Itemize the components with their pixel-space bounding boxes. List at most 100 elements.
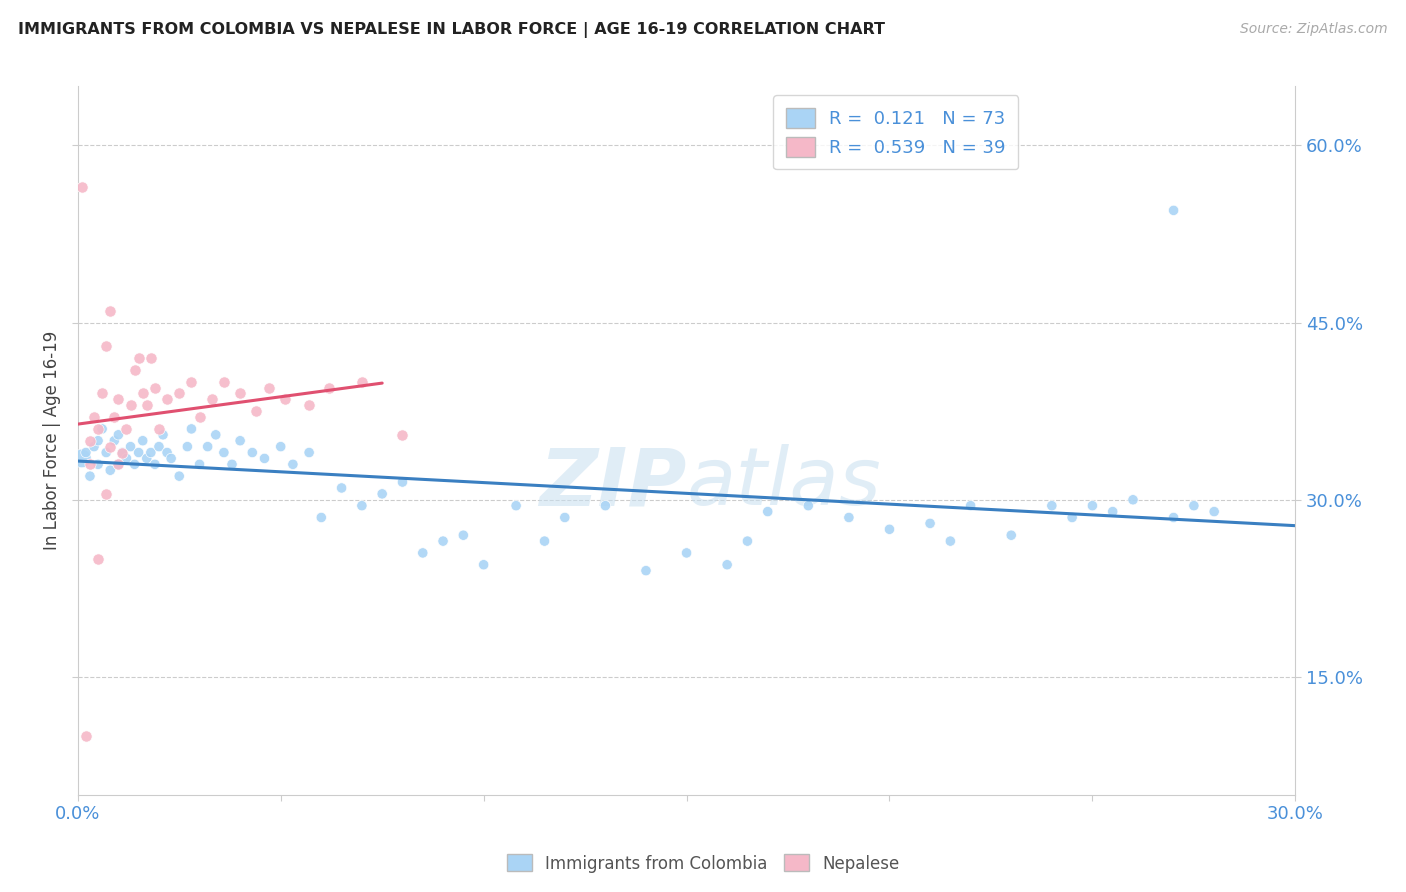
- Point: [1101, 505, 1123, 519]
- Point: [1204, 505, 1226, 519]
- Point: [716, 558, 738, 572]
- Point: [939, 534, 962, 549]
- Point: [240, 445, 263, 459]
- Legend: R =  0.121   N = 73, R =  0.539   N = 39: R = 0.121 N = 73, R = 0.539 N = 39: [773, 95, 1018, 169]
- Point: [245, 404, 267, 418]
- Point: [107, 458, 129, 472]
- Point: [1122, 492, 1144, 507]
- Point: [212, 375, 235, 389]
- Point: [253, 451, 276, 466]
- Point: [675, 546, 697, 560]
- Point: [143, 458, 166, 472]
- Point: [167, 469, 190, 483]
- Point: [115, 451, 138, 466]
- Point: [120, 398, 142, 412]
- Point: [1040, 499, 1063, 513]
- Y-axis label: In Labor Force | Age 16-19: In Labor Force | Age 16-19: [44, 331, 60, 550]
- Point: [156, 445, 179, 459]
- Point: [391, 475, 413, 489]
- Point: [180, 375, 202, 389]
- Point: [98, 463, 121, 477]
- Point: [135, 451, 157, 466]
- Point: [107, 458, 129, 472]
- Point: [634, 564, 657, 578]
- Point: [298, 445, 321, 459]
- Point: [120, 440, 142, 454]
- Point: [79, 434, 101, 448]
- Point: [371, 487, 394, 501]
- Point: [96, 445, 118, 459]
- Point: [103, 410, 125, 425]
- Point: [257, 380, 280, 394]
- Point: [132, 434, 155, 448]
- Point: [1081, 499, 1104, 513]
- Point: [79, 469, 101, 483]
- Point: [96, 487, 118, 501]
- Point: [79, 458, 101, 472]
- Point: [132, 386, 155, 401]
- Point: [737, 534, 759, 549]
- Point: [98, 303, 121, 318]
- Point: [70, 451, 93, 466]
- Point: [70, 179, 93, 194]
- Point: [281, 458, 304, 472]
- Point: [204, 427, 226, 442]
- Point: [91, 422, 114, 436]
- Point: [135, 398, 157, 412]
- Point: [75, 729, 97, 743]
- Point: [318, 380, 340, 394]
- Point: [188, 410, 211, 425]
- Point: [111, 445, 134, 459]
- Point: [91, 386, 114, 401]
- Point: [412, 546, 434, 560]
- Point: [391, 427, 413, 442]
- Point: [350, 499, 373, 513]
- Point: [838, 510, 860, 524]
- Point: [124, 363, 146, 377]
- Point: [595, 499, 617, 513]
- Point: [1163, 510, 1185, 524]
- Point: [87, 458, 110, 472]
- Text: ZIP: ZIP: [538, 444, 686, 522]
- Point: [111, 445, 134, 459]
- Point: [229, 386, 252, 401]
- Point: [176, 440, 198, 454]
- Point: [756, 505, 779, 519]
- Point: [75, 445, 97, 459]
- Text: Source: ZipAtlas.com: Source: ZipAtlas.com: [1240, 22, 1388, 37]
- Point: [274, 392, 297, 407]
- Point: [229, 434, 252, 448]
- Point: [103, 434, 125, 448]
- Point: [128, 445, 150, 459]
- Point: [298, 398, 321, 412]
- Point: [124, 458, 146, 472]
- Point: [143, 380, 166, 394]
- Point: [1000, 528, 1022, 542]
- Point: [879, 522, 901, 536]
- Point: [160, 451, 183, 466]
- Point: [139, 445, 162, 459]
- Point: [83, 440, 105, 454]
- Point: [148, 422, 170, 436]
- Text: IMMIGRANTS FROM COLOMBIA VS NEPALESE IN LABOR FORCE | AGE 16-19 CORRELATION CHAR: IMMIGRANTS FROM COLOMBIA VS NEPALESE IN …: [18, 22, 886, 38]
- Point: [533, 534, 555, 549]
- Point: [554, 510, 576, 524]
- Text: atlas: atlas: [686, 444, 882, 522]
- Point: [1062, 510, 1084, 524]
- Point: [83, 410, 105, 425]
- Point: [270, 440, 292, 454]
- Point: [311, 510, 333, 524]
- Point: [87, 551, 110, 566]
- Point: [505, 499, 527, 513]
- Point: [107, 392, 129, 407]
- Point: [330, 481, 353, 495]
- Point: [959, 499, 981, 513]
- Point: [115, 422, 138, 436]
- Legend: Immigrants from Colombia, Nepalese: Immigrants from Colombia, Nepalese: [501, 847, 905, 880]
- Point: [128, 351, 150, 365]
- Point: [139, 351, 162, 365]
- Point: [156, 392, 179, 407]
- Point: [453, 528, 475, 542]
- Point: [180, 422, 202, 436]
- Point: [221, 458, 243, 472]
